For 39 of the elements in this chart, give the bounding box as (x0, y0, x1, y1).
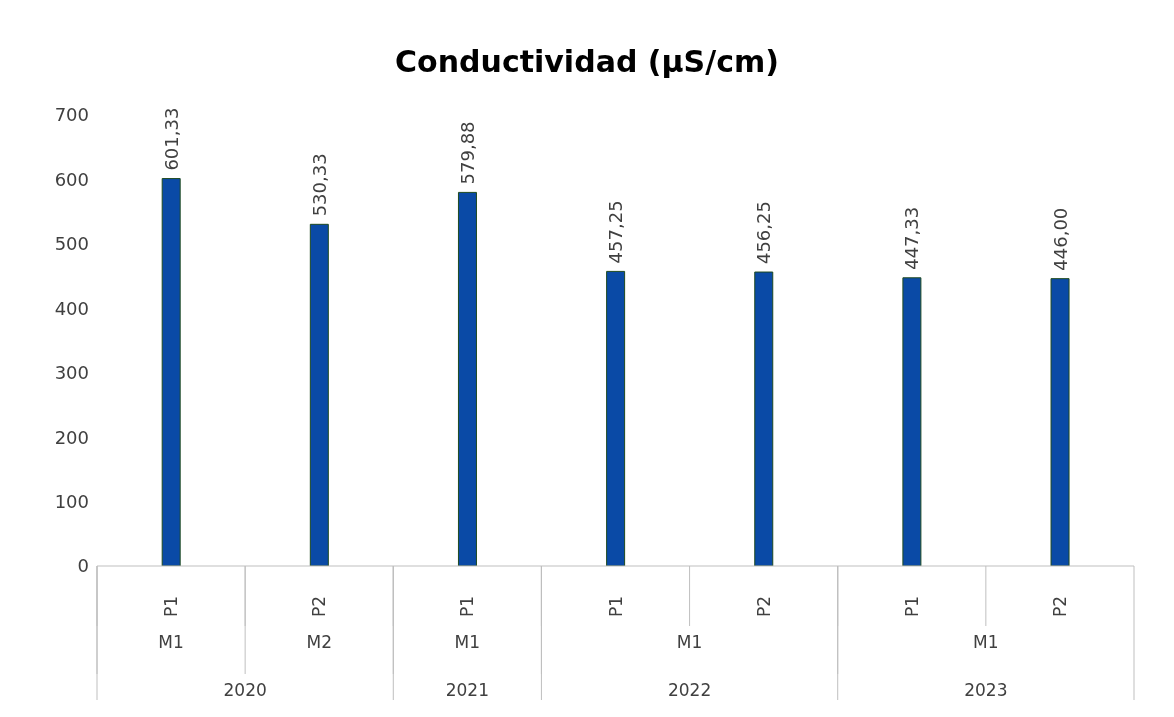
y-tick-label: 200 (54, 426, 89, 448)
y-tick-label: 400 (54, 297, 89, 319)
data-label: 457,25 (605, 200, 627, 264)
chart-title: Conductividad (µS/cm) (394, 44, 780, 79)
bar (1050, 278, 1070, 566)
y-tick-label: 700 (54, 104, 89, 126)
y-tick-label: 100 (54, 490, 89, 512)
bar (161, 178, 181, 566)
x-tick-label: P2 (309, 596, 330, 618)
y-tick-label: 0 (77, 555, 89, 577)
data-label: 446,00 (1049, 207, 1071, 271)
x-tick-label: P1 (901, 596, 922, 618)
bar (309, 223, 329, 566)
text: 2020 (223, 680, 267, 700)
y-tick-label: 300 (54, 362, 89, 384)
text: M1 (676, 632, 703, 652)
x-tick-label: P1 (457, 596, 478, 618)
text: M2 (306, 632, 332, 652)
bar (754, 271, 774, 566)
data-label: 456,25 (753, 201, 775, 265)
text: 2021 (445, 680, 489, 700)
text: M1 (973, 632, 999, 652)
bar (457, 191, 477, 566)
text: 2022 (667, 680, 712, 700)
bar (902, 277, 922, 566)
data-label: 601,33 (160, 107, 182, 171)
data-label: 579,88 (456, 121, 478, 185)
x-tick-label: P2 (753, 596, 774, 618)
bar (606, 270, 626, 566)
x-tick-label: P1 (161, 596, 182, 618)
text: M1 (158, 632, 184, 652)
text: 2023 (964, 680, 1008, 700)
y-tick-label: 600 (54, 168, 89, 190)
data-label: 447,33 (901, 206, 923, 270)
x-tick-label: P2 (1049, 596, 1070, 618)
data-label: 530,33 (308, 153, 330, 217)
y-tick-label: 500 (54, 233, 89, 255)
text: M1 (454, 632, 481, 652)
x-tick-label: P1 (605, 596, 626, 618)
